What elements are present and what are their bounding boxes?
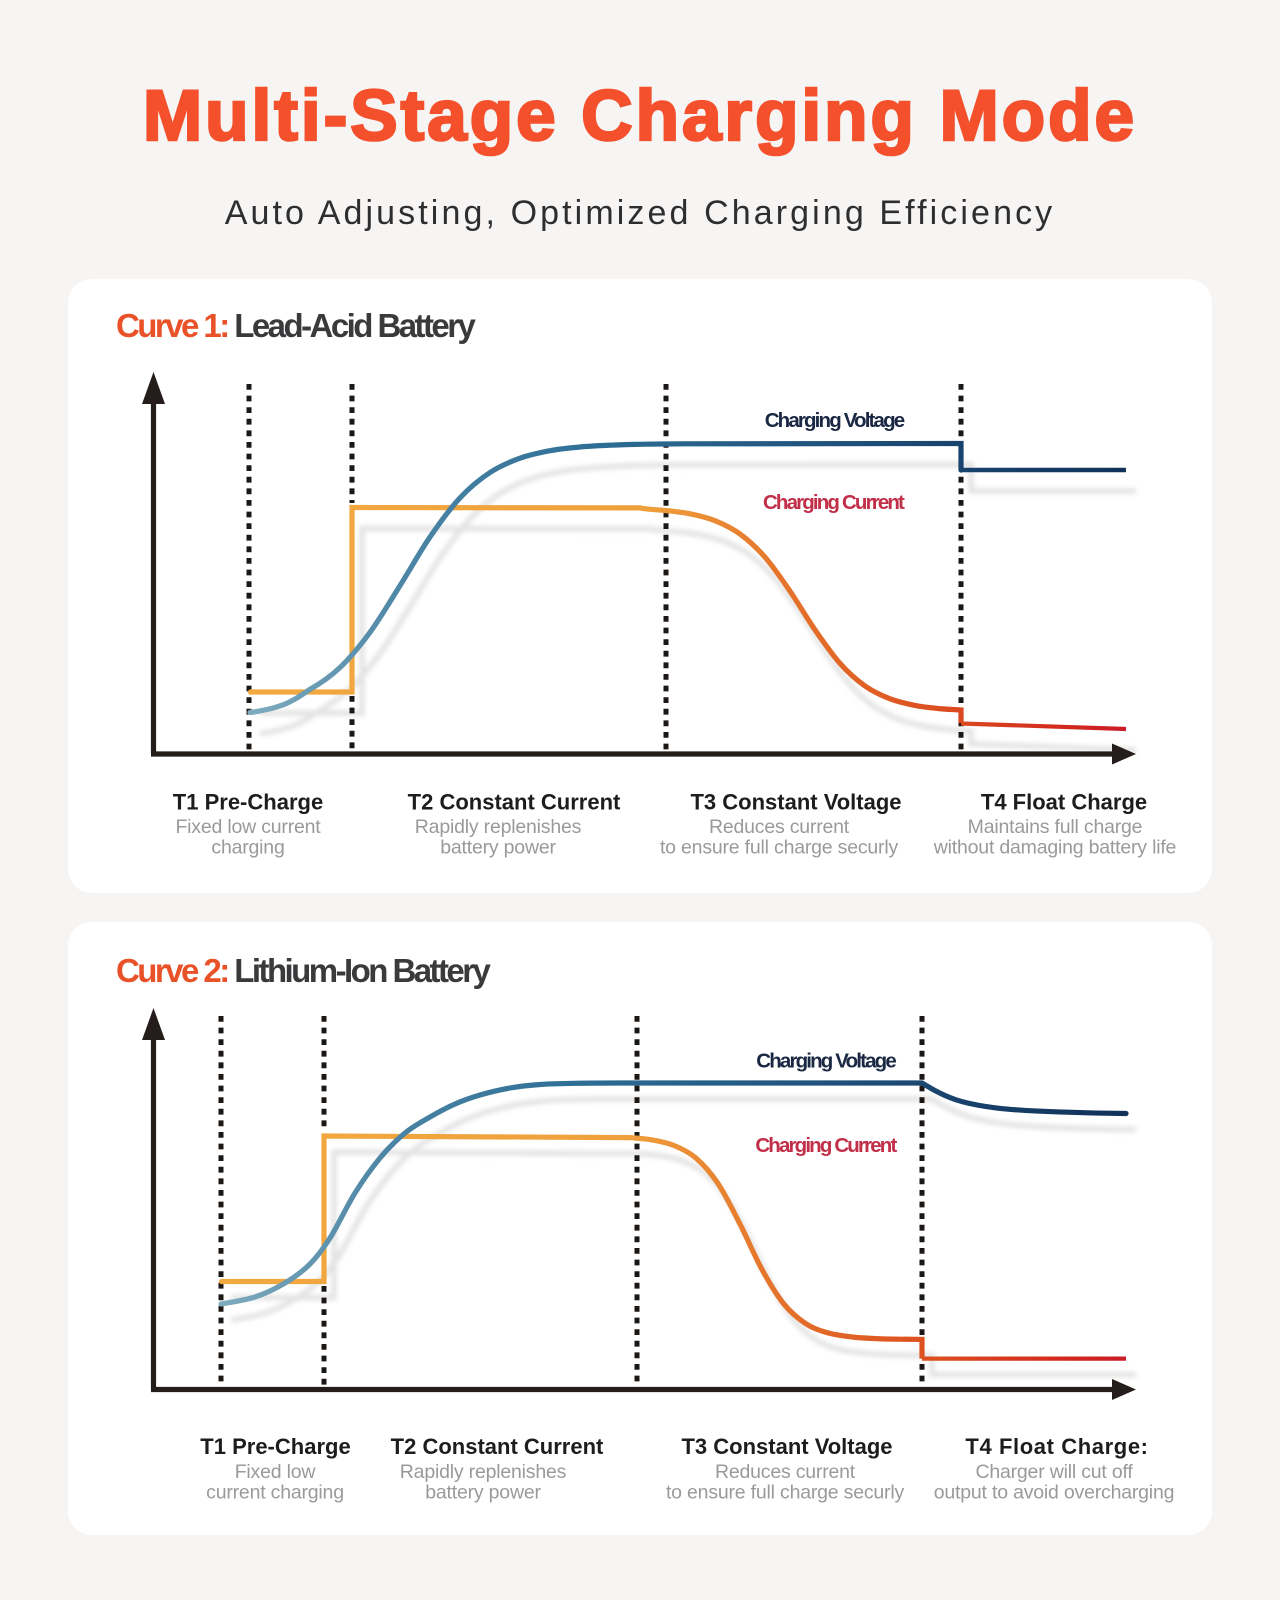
svg-text:battery power: battery power <box>440 837 556 859</box>
svg-text:Curve 2: Lithium-Ion Battery: Curve 2: Lithium-Ion Battery <box>116 952 492 989</box>
svg-text:Rapidly replenishes: Rapidly replenishes <box>400 1461 567 1483</box>
svg-text:T1 Pre-Charge: T1 Pre-Charge <box>173 790 323 815</box>
svg-text:Charging Current: Charging Current <box>763 491 905 514</box>
svg-text:T3 Constant Voltage: T3 Constant Voltage <box>690 790 901 815</box>
svg-text:Rapidly replenishes: Rapidly replenishes <box>415 816 582 838</box>
svg-text:T4 Float Charge:: T4 Float Charge: <box>965 1434 1148 1459</box>
svg-text:Charging Voltage: Charging Voltage <box>765 409 905 432</box>
svg-text:Fixed low current: Fixed low current <box>175 816 321 838</box>
svg-text:T1 Pre-Charge: T1 Pre-Charge <box>200 1434 350 1459</box>
svg-text:current charging: current charging <box>206 1482 344 1504</box>
svg-text:charging: charging <box>211 837 284 859</box>
svg-text:Charging Voltage: Charging Voltage <box>756 1050 896 1073</box>
svg-text:without damaging battery life: without damaging battery life <box>933 837 1176 859</box>
svg-text:Reduces current: Reduces current <box>709 816 850 838</box>
svg-text:Charger will cut off: Charger will cut off <box>975 1461 1133 1483</box>
svg-text:to ensure full charge securly: to ensure full charge securly <box>660 837 899 859</box>
svg-text:Fixed low: Fixed low <box>235 1461 317 1483</box>
svg-text:Maintains full charge: Maintains full charge <box>968 816 1143 838</box>
svg-text:Multi-Stage Charging Mode: Multi-Stage Charging Mode <box>143 77 1137 156</box>
svg-text:to ensure full charge securly: to ensure full charge securly <box>666 1482 905 1504</box>
svg-text:output to avoid overcharging: output to avoid overcharging <box>934 1482 1174 1504</box>
svg-text:T2 Constant Current: T2 Constant Current <box>391 1434 604 1459</box>
svg-text:battery power: battery power <box>425 1482 541 1504</box>
svg-text:Auto Adjusting, Optimized Char: Auto Adjusting, Optimized Charging Effic… <box>225 194 1056 232</box>
svg-text:T2 Constant Current: T2 Constant Current <box>408 790 621 815</box>
svg-text:Charging Current: Charging Current <box>755 1134 897 1157</box>
svg-text:Curve 1: Lead-Acid Battery: Curve 1: Lead-Acid Battery <box>116 307 477 344</box>
svg-text:Reduces current: Reduces current <box>715 1461 856 1483</box>
svg-text:T4 Float Charge: T4 Float Charge <box>981 790 1147 815</box>
svg-text:T3 Constant Voltage: T3 Constant Voltage <box>681 1434 892 1459</box>
